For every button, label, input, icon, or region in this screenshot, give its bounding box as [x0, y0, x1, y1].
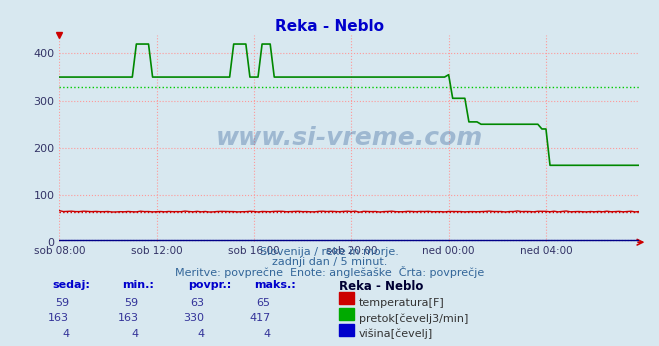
Text: 417: 417 — [249, 313, 270, 323]
Text: višina[čevelj]: višina[čevelj] — [359, 329, 434, 339]
Text: temperatura[F]: temperatura[F] — [359, 298, 445, 308]
Text: 4: 4 — [263, 329, 270, 339]
Text: 65: 65 — [256, 298, 270, 308]
Text: Slovenija / reke in morje.: Slovenija / reke in morje. — [260, 247, 399, 257]
Text: povpr.:: povpr.: — [188, 280, 231, 290]
Text: zadnji dan / 5 minut.: zadnji dan / 5 minut. — [272, 257, 387, 267]
Text: 63: 63 — [190, 298, 204, 308]
Text: 163: 163 — [48, 313, 69, 323]
Text: 59: 59 — [125, 298, 138, 308]
Text: 59: 59 — [55, 298, 69, 308]
Text: www.si-vreme.com: www.si-vreme.com — [215, 126, 483, 151]
Text: Reka - Neblo: Reka - Neblo — [275, 19, 384, 34]
Text: 4: 4 — [197, 329, 204, 339]
Text: 163: 163 — [117, 313, 138, 323]
Text: Reka - Neblo: Reka - Neblo — [339, 280, 424, 293]
Text: 4: 4 — [131, 329, 138, 339]
Text: 330: 330 — [183, 313, 204, 323]
Text: Meritve: povprečne  Enote: anglešaške  Črta: povprečje: Meritve: povprečne Enote: anglešaške Črt… — [175, 266, 484, 278]
Text: min.:: min.: — [122, 280, 154, 290]
Text: sedaj:: sedaj: — [53, 280, 90, 290]
Text: 4: 4 — [62, 329, 69, 339]
Text: pretok[čevelj3/min]: pretok[čevelj3/min] — [359, 313, 469, 324]
Text: maks.:: maks.: — [254, 280, 295, 290]
